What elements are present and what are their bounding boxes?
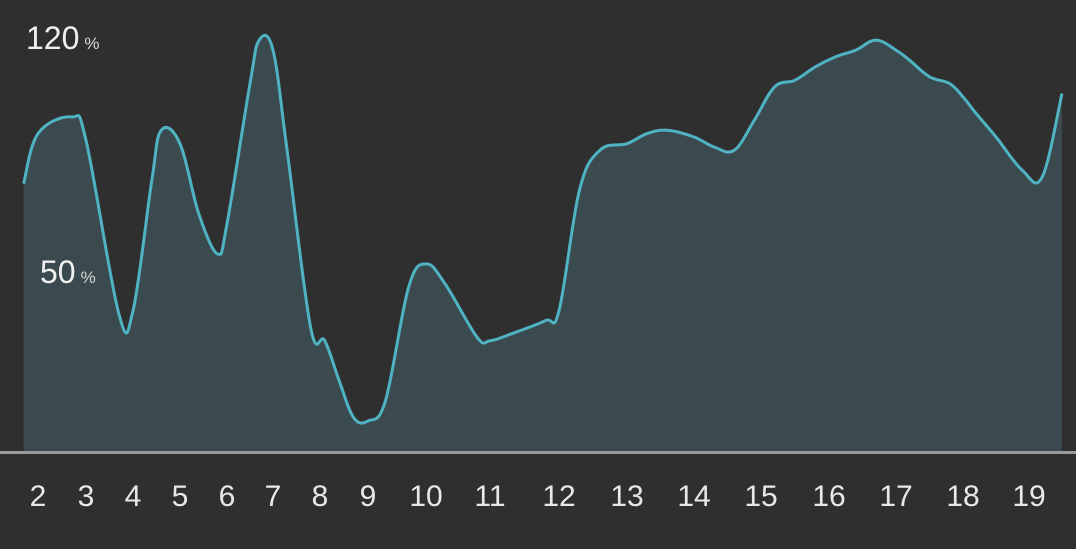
- x-tick-label: 10: [409, 480, 442, 513]
- y-marks: 120 %50%: [26, 20, 100, 290]
- x-tick-label: 14: [677, 480, 710, 513]
- x-tick-label: 13: [610, 480, 643, 513]
- line-layer: [22, 33, 1064, 425]
- series-line: [22, 33, 1064, 425]
- y-value-unit: %: [81, 268, 96, 287]
- x-tick-label: 9: [360, 480, 377, 513]
- y-value-mark: 120%: [26, 20, 100, 56]
- x-tick-label: 17: [879, 480, 912, 513]
- x-tick-label: 2: [30, 480, 47, 513]
- y-value-unit: %: [84, 34, 99, 53]
- area-layer: [23, 35, 1063, 451]
- x-tick-label: 11: [474, 480, 505, 513]
- x-tick-label: 15: [744, 480, 777, 513]
- area-fill: [23, 35, 1063, 451]
- x-tick-label: 16: [812, 480, 845, 513]
- y-value-number: 50: [40, 254, 76, 290]
- x-tick-labels: 2 3 4 5 6 7 8 9 10 11 12 13 14 15 16 17 18 19: [30, 480, 1046, 513]
- y-value-number: 120: [26, 20, 79, 56]
- x-tick-label: 19: [1012, 480, 1045, 513]
- x-tick-label: 5: [172, 480, 189, 513]
- x-tick-label: 8: [312, 480, 329, 513]
- x-tick-label: 3: [78, 480, 95, 513]
- x-tick-label: 4: [125, 480, 142, 513]
- x-tick-label: 7: [265, 480, 282, 513]
- x-tick-label: 6: [219, 480, 236, 513]
- x-tick-label: 18: [946, 480, 979, 513]
- x-tick-label: 12: [542, 480, 575, 513]
- y-value-mark: 50%: [40, 254, 96, 290]
